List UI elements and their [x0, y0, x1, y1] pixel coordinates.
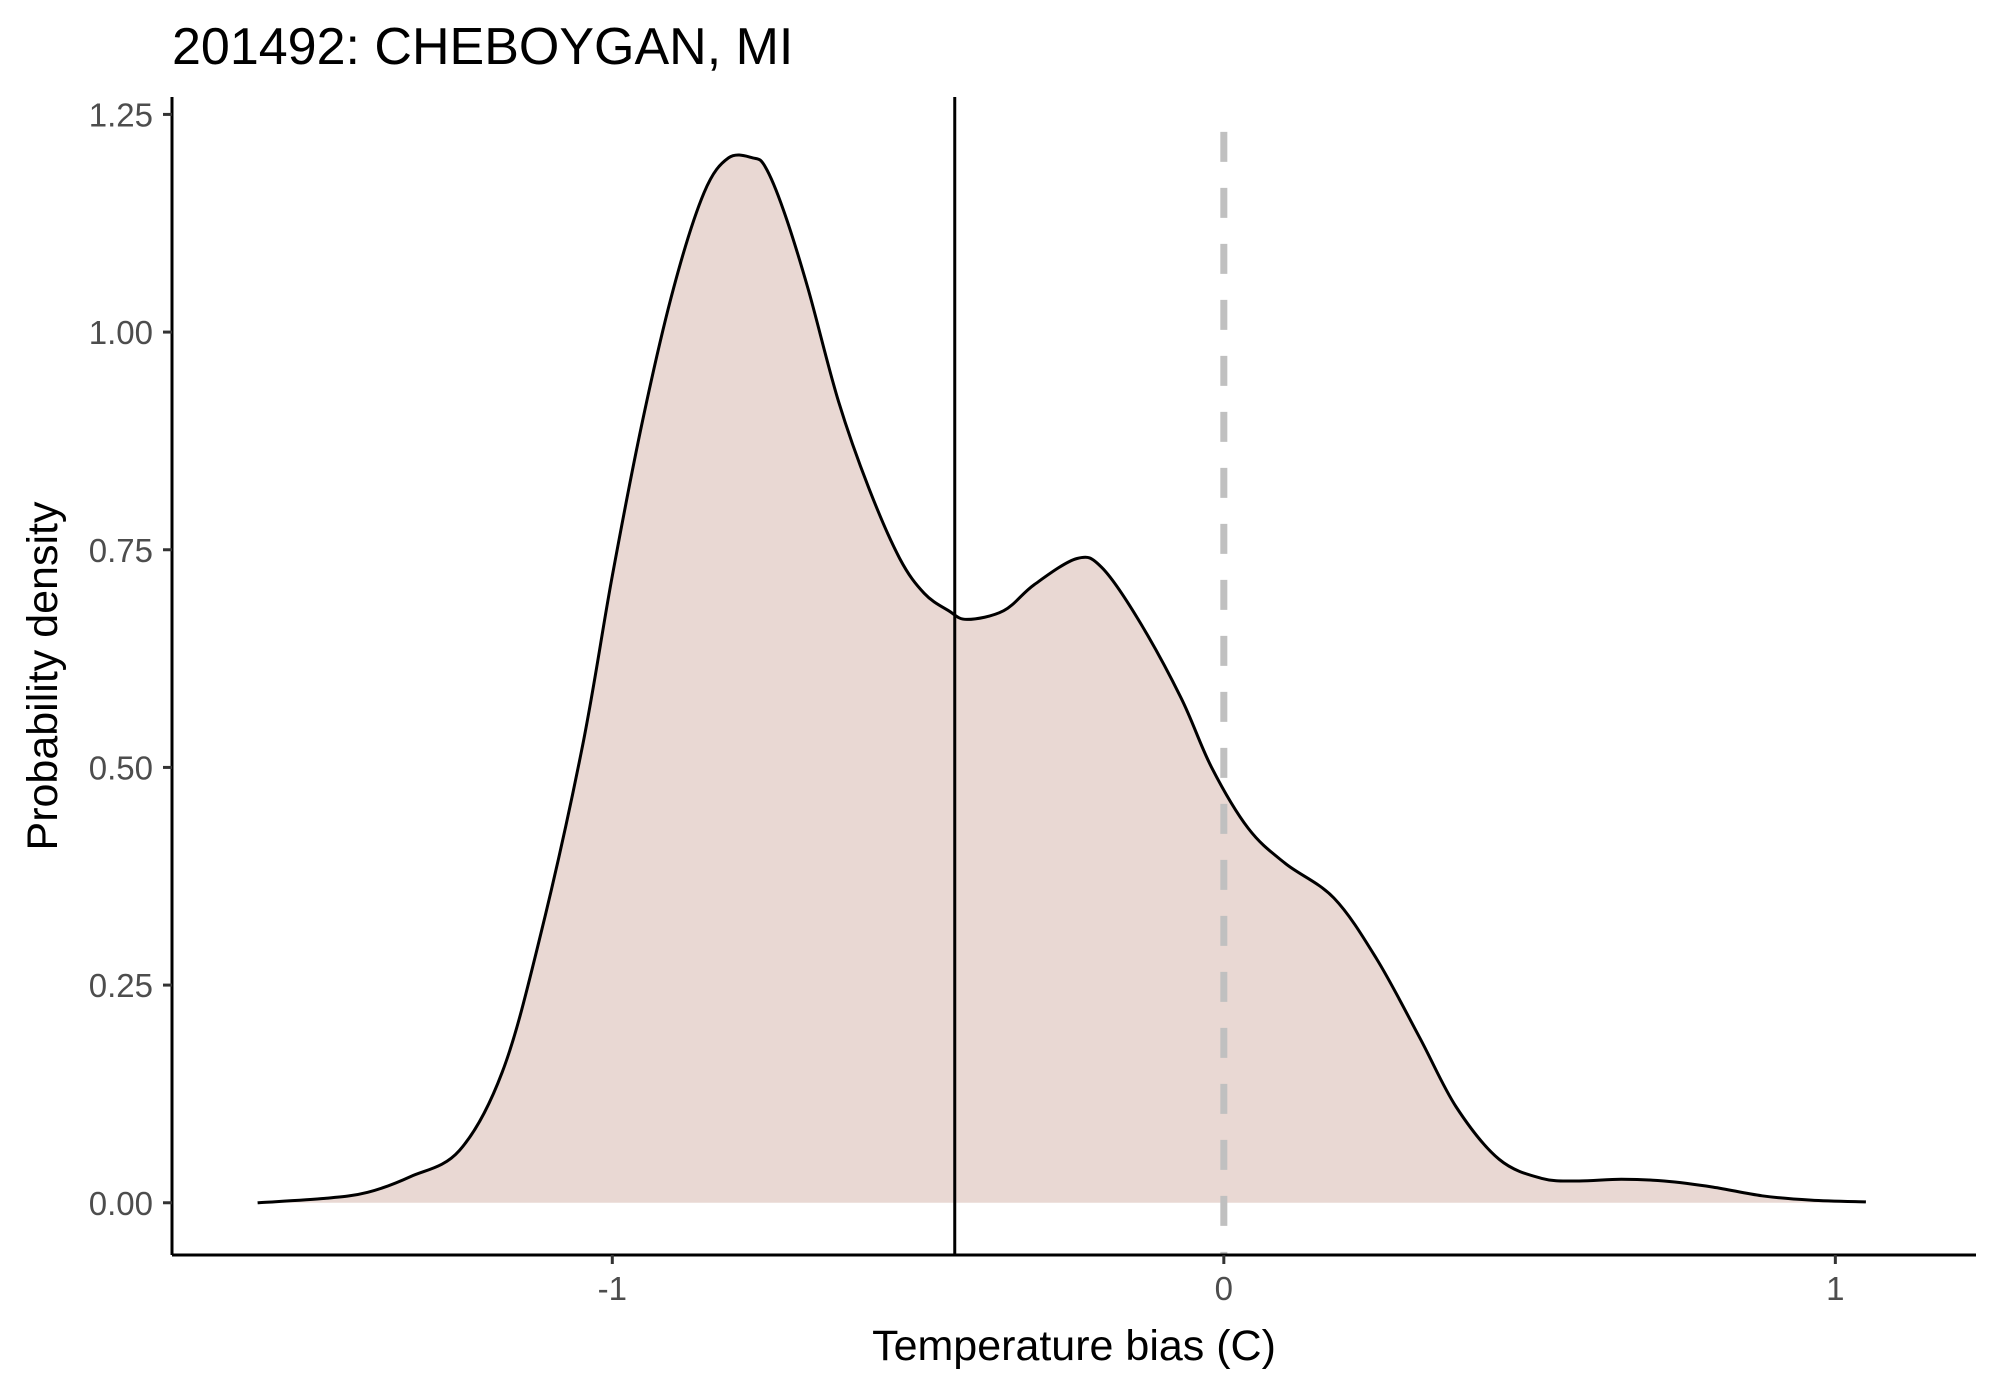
y-tick-label: 0.25	[89, 967, 153, 1004]
y-axis-ticks: 0.00 0.25 0.50 0.75 1.00 1.25	[89, 96, 172, 1222]
x-tick-label: -1	[598, 1270, 627, 1307]
y-axis-title: Probability density	[19, 501, 67, 850]
y-tick-label: 0.00	[89, 1185, 153, 1222]
y-tick-label: 1.25	[89, 96, 153, 133]
chart-title: 201492: CHEBOYGAN, MI	[172, 18, 793, 76]
density-curve	[257, 153, 1866, 1205]
y-tick-label: 0.50	[89, 749, 153, 786]
x-axis-ticks: -1 0 1	[598, 1255, 1845, 1307]
x-tick-label: 0	[1215, 1270, 1233, 1307]
x-axis-title: Temperature bias (C)	[872, 1322, 1276, 1370]
y-tick-label: 0.75	[89, 532, 153, 569]
plot-area	[257, 97, 1866, 1255]
density-area	[257, 154, 1866, 1203]
x-tick-label: 1	[1826, 1270, 1844, 1307]
y-tick-label: 1.00	[89, 314, 153, 351]
